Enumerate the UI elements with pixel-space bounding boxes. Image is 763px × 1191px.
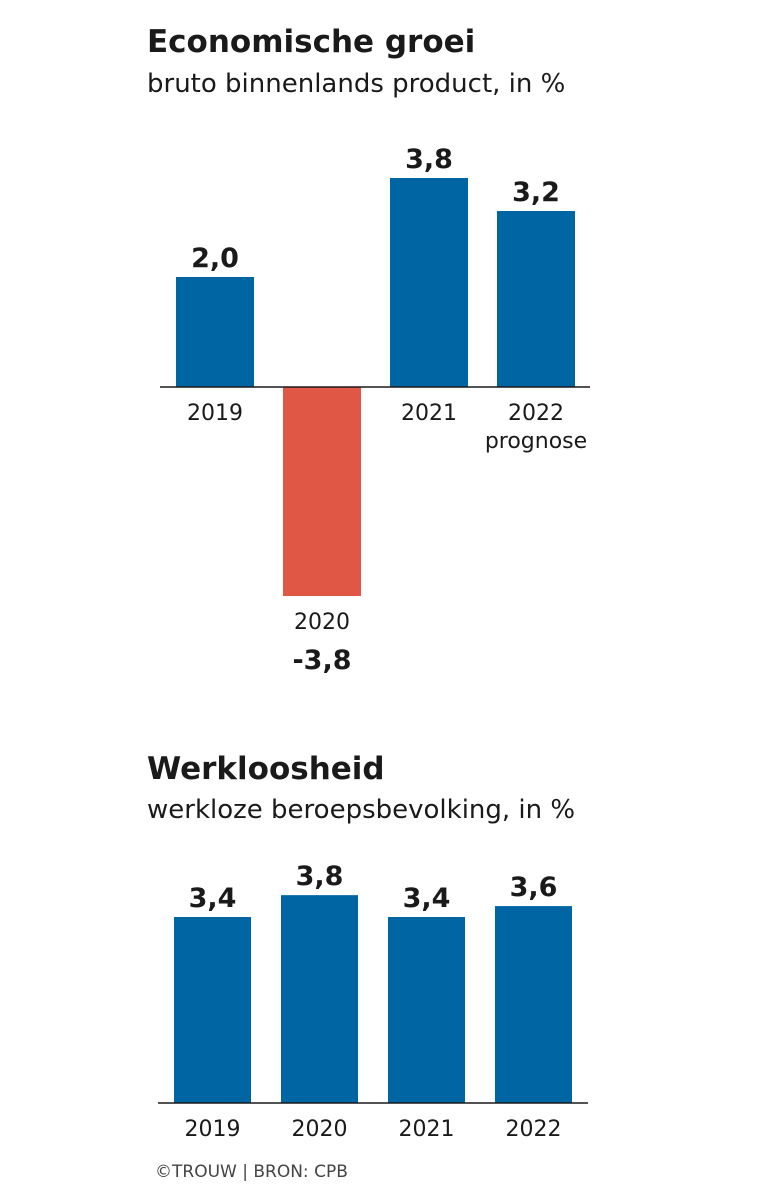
value-label: 3,6 (510, 872, 558, 903)
chart-1-title: Economische groei (147, 24, 475, 60)
bar-2021 (388, 917, 465, 1103)
chart-2-plot: 3,4 2019 3,8 2020 3,4 2021 3,6 2022 (158, 861, 588, 1142)
category-label: 2019 (187, 401, 243, 426)
value-label: 2,0 (191, 243, 239, 274)
chart-2-title: Werkloosheid (147, 751, 385, 787)
bar-2020 (283, 387, 361, 596)
category-label: 2019 (185, 1117, 241, 1142)
value-label: 3,8 (405, 144, 453, 175)
chart-2-subtitle: werkloze beroepsbevolking, in % (147, 795, 575, 825)
category-label: 2021 (401, 401, 457, 426)
bar-2022 (497, 211, 575, 387)
footer-credit: ©TROUW | BRON: CPB (155, 1162, 348, 1182)
value-label: 3,4 (189, 883, 237, 914)
category-label: 2020 (294, 610, 350, 635)
category-label: 2022 (508, 401, 564, 426)
value-label: 3,2 (512, 177, 560, 208)
value-label: -3,8 (292, 645, 351, 676)
value-label: 3,4 (403, 883, 451, 914)
bar-2020 (281, 895, 358, 1103)
category-note: prognose (485, 429, 587, 454)
category-label: 2021 (399, 1117, 455, 1142)
value-label: 3,8 (296, 861, 344, 892)
bar-2022 (495, 906, 572, 1103)
chart-1-plot: 2,0 2019 2020 -3,8 3,8 2021 3,2 2022 prognose (160, 144, 590, 676)
category-label: 2022 (506, 1117, 562, 1142)
bar-2019 (174, 917, 251, 1103)
bar-2019 (176, 277, 254, 387)
chart-1-subtitle: bruto binnenlands product, in % (147, 69, 565, 99)
bar-2021 (390, 178, 468, 387)
category-label: 2020 (292, 1117, 348, 1142)
